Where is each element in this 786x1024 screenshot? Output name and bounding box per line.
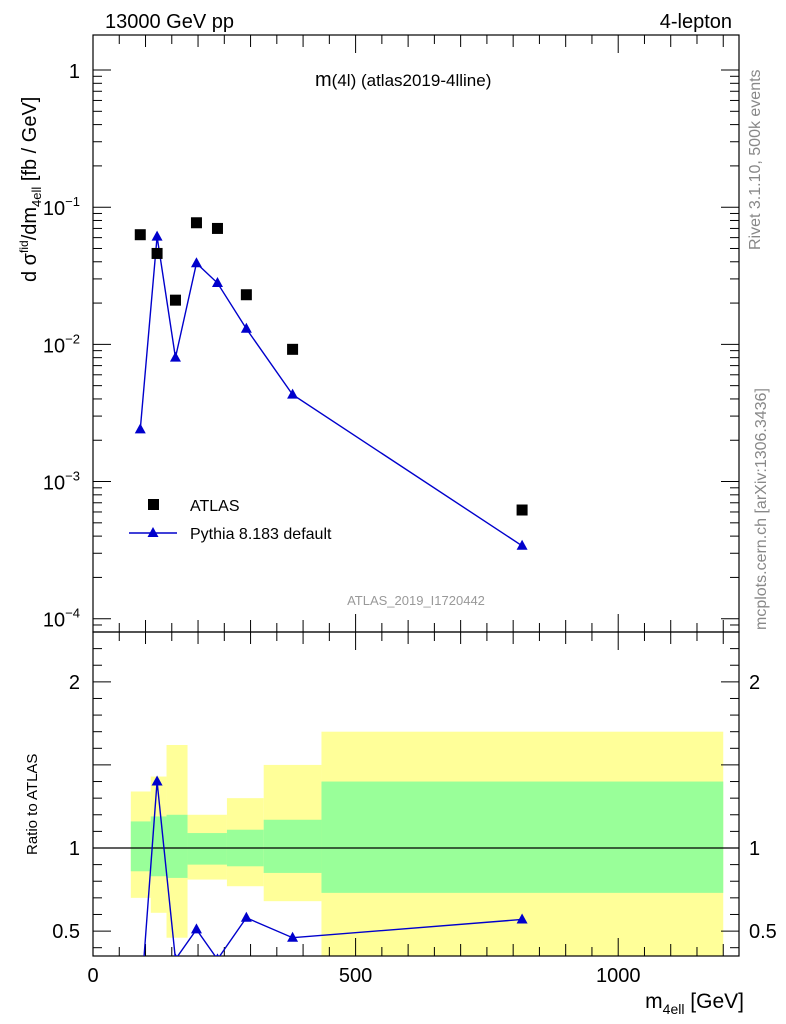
ratio-point [173, 953, 177, 956]
inner-band-bin [263, 819, 322, 873]
mc-point [190, 257, 202, 268]
ratio-panel-frame [92, 631, 740, 957]
energy-label: 13000 GeV pp [105, 11, 234, 33]
mc-point [151, 230, 163, 241]
process-label: 4-lepton [660, 11, 732, 33]
x-tick-label: 1000 [596, 965, 641, 987]
analysis-id: ATLAS_2019_I1720442 [347, 593, 485, 608]
ratio-y-tick-label-left: 1 [69, 838, 80, 860]
ratio-y-tick-label-right: 0.5 [749, 921, 777, 943]
ratio-point [151, 775, 163, 786]
mc-point [287, 388, 299, 399]
legend: ATLAS Pythia 8.183 default [129, 498, 332, 543]
legend-atlas-marker [148, 499, 159, 510]
atlas-point [151, 247, 163, 259]
atlas-point [134, 229, 146, 241]
atlas-point [287, 343, 299, 355]
main-axis-ticks: 1 10−1 10−2 10−3 10−4 [43, 61, 739, 633]
main-y-tick-label: 10−3 [43, 469, 80, 495]
ratio-y-axis-label: Ratio to ATLAS [24, 754, 41, 855]
ratio-point [287, 931, 299, 942]
legend-atlas-label: ATLAS [190, 498, 240, 515]
main-y-tick-label: 10−1 [43, 194, 80, 220]
atlas-point [240, 289, 252, 301]
ratio-point [516, 913, 528, 924]
plot-title: m(4l) (atlas2019-4lline) [315, 69, 491, 91]
mc-point [134, 423, 146, 434]
mc-point [169, 351, 181, 362]
atlas-point [190, 217, 202, 229]
inner-band-bin [321, 781, 724, 893]
mc-series-ratio [135, 775, 528, 1012]
ratio-y-tick-label-right: 1 [749, 838, 760, 860]
ratio-point [135, 1002, 146, 1012]
ratio-y-tick-label-left: 0.5 [52, 921, 80, 943]
x-axis-label: m4ell [GeV] [645, 990, 744, 1017]
ratio-point [190, 923, 202, 934]
uncertainty-bands [130, 731, 724, 956]
x-tick-label: 500 [339, 965, 372, 987]
main-y-tick-label: 10−2 [43, 331, 80, 357]
inner-band-bin [166, 814, 188, 878]
mc-point [240, 322, 252, 333]
ratio-y-tick-label-left: 2 [69, 672, 80, 694]
x-tick-label: 0 [87, 965, 98, 987]
mc-point [211, 277, 223, 288]
inner-band-bin [130, 821, 151, 872]
main-y-axis-label: d σfid/dm4ell [fb / GeV] [17, 97, 44, 282]
mcplots-label: mcplots.cern.ch [arXiv:1306.3436] [753, 388, 770, 630]
ratio-point [240, 911, 252, 922]
atlas-point [516, 504, 528, 516]
ratio-y-tick-label-right: 2 [749, 672, 760, 694]
legend-pythia-label: Pythia 8.183 default [190, 526, 332, 543]
legend-pythia-marker [147, 527, 159, 537]
atlas-series-main [134, 217, 528, 516]
atlas-point [211, 222, 223, 234]
main-y-tick-label: 1 [69, 61, 80, 83]
ratio-point [216, 953, 219, 956]
rivet-label: Rivet 3.1.10, 500k events [747, 69, 764, 250]
main-y-tick-label: 10−4 [43, 606, 80, 632]
atlas-point [169, 294, 181, 306]
mc-point [516, 539, 528, 550]
x-axis-ticks: 0 500 1000 [87, 35, 724, 987]
inner-band-bin [187, 833, 227, 865]
ratio-line [143, 781, 523, 956]
